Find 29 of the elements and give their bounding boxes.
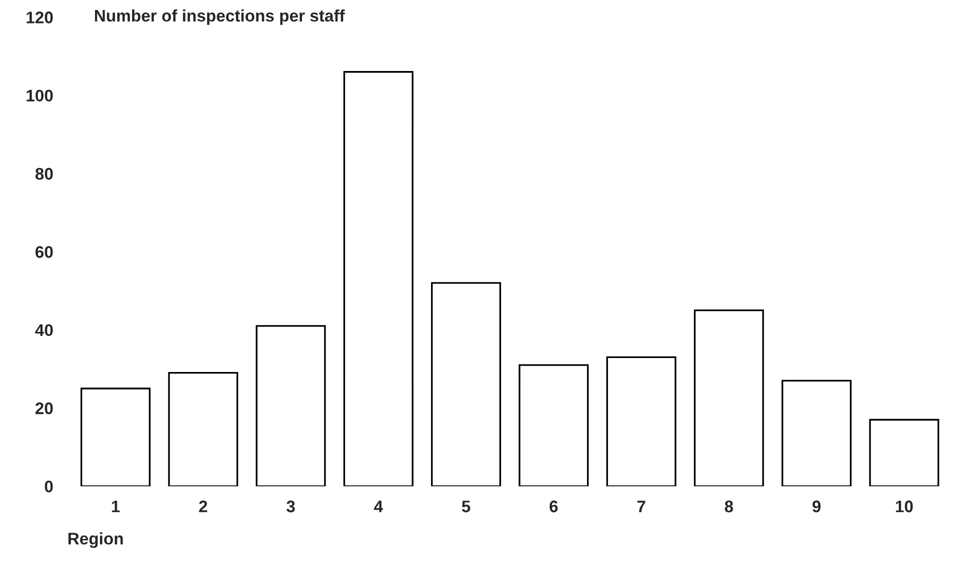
bar	[431, 282, 502, 486]
bar	[168, 372, 238, 486]
y-tick-label: 80	[35, 168, 53, 180]
x-tick-label: 3	[286, 500, 295, 512]
x-tick-label: 2	[199, 500, 208, 512]
bar	[606, 356, 676, 486]
bar	[869, 418, 940, 486]
bar	[518, 364, 589, 486]
x-tick-label: 7	[637, 500, 646, 512]
x-tick-label: 5	[462, 500, 470, 512]
x-axis-title: Region	[68, 532, 123, 548]
bar	[256, 325, 326, 486]
y-tick-label: 100	[26, 90, 53, 102]
x-tick-label: 4	[374, 500, 383, 512]
bar	[343, 71, 414, 486]
x-tick-label: 9	[812, 500, 821, 512]
x-tick-label: 6	[550, 500, 558, 512]
bar	[782, 380, 852, 486]
x-tick-label: 1	[112, 500, 120, 512]
x-tick-label: 10	[896, 500, 913, 512]
y-tick-label: 40	[35, 324, 53, 336]
bar	[80, 388, 151, 486]
y-tick-label: 20	[35, 402, 53, 414]
chart-title: Number of inspections per staff	[95, 9, 345, 25]
y-tick-label: 120	[26, 12, 53, 24]
y-tick-label: 0	[44, 480, 53, 492]
y-tick-label: 60	[36, 246, 53, 258]
x-tick-label: 8	[724, 500, 734, 512]
bar	[694, 309, 764, 486]
